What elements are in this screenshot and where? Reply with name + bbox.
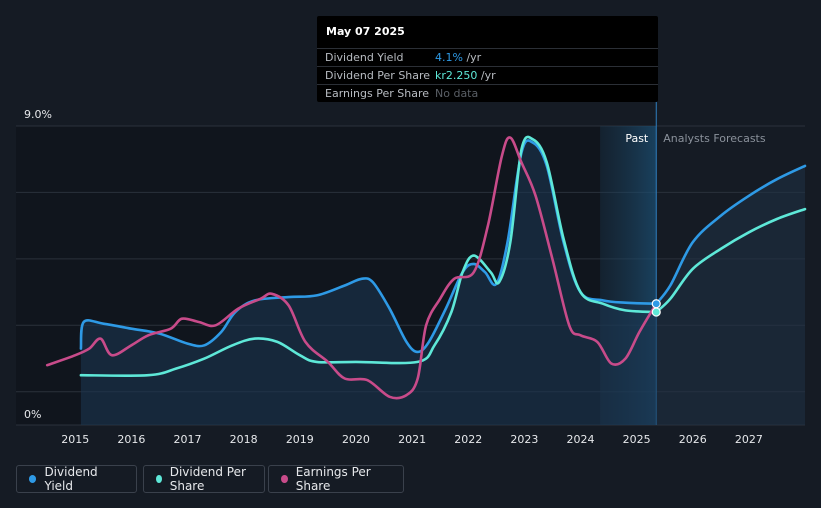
tooltip-label: Dividend Yield [325, 51, 404, 64]
past-label: Past [625, 132, 649, 145]
tooltip-row-earnings-per-share: Earnings Per Share No data [317, 84, 658, 102]
x-tick-label: 2021 [398, 433, 426, 446]
tooltip-label: Earnings Per Share [325, 87, 430, 100]
legend-dividend-per-share[interactable]: Dividend Per Share [143, 465, 265, 493]
earnings-per-share-dot-icon [281, 475, 288, 483]
dividend-per-share-line-forecast [655, 207, 807, 314]
x-tick-label: 2019 [286, 433, 314, 446]
current-value-marker [651, 307, 661, 317]
x-tick-label: 2025 [623, 433, 651, 446]
x-tick-label: 2015 [61, 433, 89, 446]
legend-earnings-per-share[interactable]: Earnings Per Share [268, 465, 404, 493]
x-tick-label: 2024 [566, 433, 594, 446]
tooltip-date: May 07 2025 [326, 25, 405, 38]
dividend-per-share-dot-icon [156, 475, 162, 483]
x-tick-label: 2027 [735, 433, 763, 446]
legend-label: Dividend Per Share [169, 465, 246, 493]
current-value-marker [651, 299, 661, 309]
tooltip-value: No data [435, 87, 479, 100]
tooltip-label: Dividend Per Share [325, 69, 431, 82]
legend-dividend-yield[interactable]: Dividend Yield [16, 465, 137, 493]
dividend-yield-dot-icon [29, 475, 37, 483]
x-tick-label: 2016 [117, 433, 145, 446]
tooltip: May 07 2025 Dividend Yield 4.1% /yr Divi… [317, 16, 658, 102]
x-tick-label: 2020 [342, 433, 370, 446]
legend-label: Dividend Yield [44, 465, 98, 493]
dividend-yield-area [656, 165, 805, 425]
x-tick-label: 2018 [230, 433, 258, 446]
x-tick-label: 2017 [174, 433, 202, 446]
legend-label: Earnings Per Share [295, 465, 371, 493]
tooltip-value: 4.1% /yr [435, 51, 482, 64]
dividend-per-share-line [79, 135, 658, 377]
tooltip-row-dividend-per-share: Dividend Per Share kr2.250 /yr [317, 66, 658, 84]
y-tick-label-max: 9.0% [24, 108, 52, 121]
x-tick-label: 2026 [679, 433, 707, 446]
tooltip-row-dividend-yield: Dividend Yield 4.1% /yr [317, 48, 658, 66]
tooltip-value: kr2.250 /yr [435, 69, 496, 82]
forecast-label: Analysts Forecasts [663, 132, 766, 145]
x-tick-label: 2022 [454, 433, 482, 446]
y-tick-label-min: 0% [24, 408, 41, 421]
x-tick-label: 2023 [510, 433, 538, 446]
earnings-per-share-line [45, 136, 658, 400]
dividend-yield-line-forecast [655, 164, 807, 305]
